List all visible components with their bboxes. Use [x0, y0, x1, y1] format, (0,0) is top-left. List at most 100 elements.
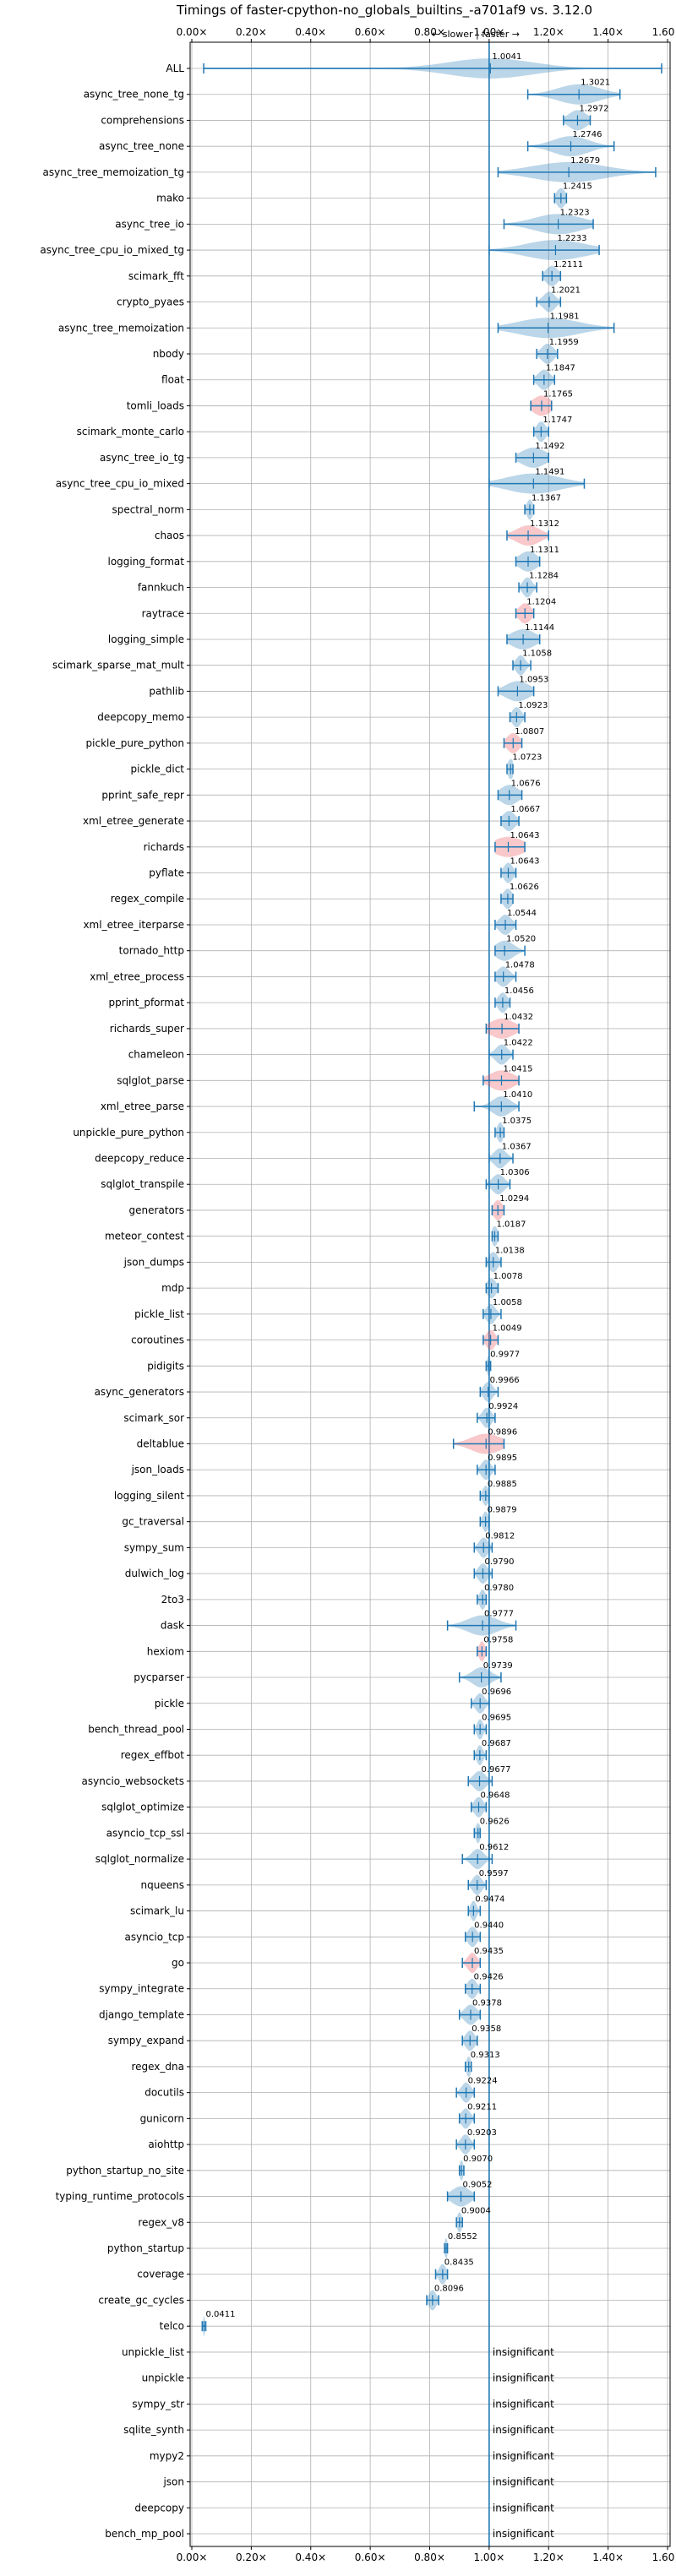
- y-tick-label: chameleon: [128, 1049, 184, 1061]
- value-label: 1.1747: [542, 416, 572, 425]
- y-tick-label: tomli_loads: [127, 399, 184, 411]
- x-tick-label-top: 0.60×: [355, 26, 386, 38]
- value-label: 0.8552: [448, 2232, 477, 2242]
- value-label: 1.0478: [505, 960, 535, 970]
- value-label: 1.0626: [510, 883, 539, 892]
- insignificant-label: insignificant: [493, 2528, 554, 2540]
- value-label: 0.9052: [463, 2181, 493, 2190]
- value-label: 0.9790: [484, 1557, 514, 1567]
- value-label: 0.9378: [472, 1998, 502, 2008]
- y-tick-label: json_dumps: [123, 1256, 184, 1268]
- y-tick-label: richards_super: [110, 1023, 184, 1035]
- y-tick-label: unpickle: [142, 2372, 184, 2384]
- value-label: 0.9879: [488, 1506, 517, 1515]
- value-label: 0.9895: [488, 1454, 517, 1463]
- y-tick-label: gunicorn: [140, 2112, 184, 2124]
- value-label: 0.9313: [471, 2051, 500, 2060]
- insignificant-label: insignificant: [493, 2502, 554, 2514]
- x-tick-label-top: 1.00×: [473, 26, 504, 38]
- y-tick-label: regex_dna: [131, 2061, 184, 2073]
- value-label: 1.1492: [535, 442, 564, 451]
- value-label: 1.0643: [510, 831, 540, 840]
- y-tick-label: nbody: [153, 348, 184, 360]
- y-tick-label: sqlglot_optimize: [101, 1802, 184, 1813]
- value-label: 1.1204: [526, 597, 556, 606]
- y-tick-label: asyncio_tcp_ssl: [106, 1827, 184, 1839]
- y-tick-label: scimark_monte_carlo: [77, 426, 184, 437]
- y-tick-label: unpickle_pure_python: [73, 1127, 184, 1139]
- y-tick-label: pprint_pformat: [109, 997, 185, 1008]
- value-label: 0.9695: [482, 1713, 511, 1722]
- y-tick-label: bench_thread_pool: [88, 1723, 184, 1735]
- y-tick-label: raytrace: [142, 607, 184, 619]
- y-tick-label: python_startup: [107, 2242, 184, 2254]
- y-tick-label: go: [172, 1957, 184, 1969]
- y-tick-label: 2to3: [161, 1594, 184, 1606]
- value-label: 1.0723: [512, 753, 542, 763]
- value-label: 1.1367: [532, 493, 561, 503]
- y-tick-label: regex_compile: [111, 893, 184, 905]
- y-tick-label: aiohttp: [148, 2139, 184, 2150]
- value-label: 1.2679: [570, 156, 600, 166]
- y-tick-label: pprint_safe_repr: [101, 789, 184, 801]
- value-label: 1.3021: [581, 79, 610, 88]
- y-tick-label: dulwich_log: [125, 1568, 184, 1579]
- value-label: 1.1981: [550, 312, 580, 321]
- x-tick-label-bottom: 1.60×: [652, 2552, 676, 2563]
- y-tick-label: ALL: [166, 62, 184, 74]
- value-label: 0.9687: [482, 1739, 511, 1748]
- value-label: 1.2972: [579, 104, 608, 113]
- chart-title: Timings of faster-cpython-no_globals_bui…: [176, 3, 592, 19]
- value-label: 1.2415: [563, 182, 592, 192]
- value-label: 1.0041: [492, 52, 521, 62]
- y-tick-label: deepcopy_reduce: [95, 1153, 184, 1165]
- y-tick-label: deepcopy: [134, 2502, 184, 2514]
- y-tick-label: coverage: [137, 2269, 184, 2280]
- value-label: 1.0953: [519, 675, 548, 684]
- y-tick-label: comprehensions: [101, 114, 184, 126]
- y-tick-label: xml_etree_parse: [101, 1101, 184, 1112]
- value-label: 0.9435: [474, 1947, 504, 1956]
- value-label: 0.9426: [474, 1973, 504, 1982]
- value-label: 1.1959: [549, 338, 579, 347]
- value-label: 1.0422: [504, 1039, 533, 1048]
- insignificant-label: insignificant: [493, 2398, 554, 2410]
- insignificant-label: insignificant: [493, 2476, 554, 2488]
- value-label: 1.1312: [530, 519, 559, 529]
- value-label: 0.9070: [463, 2155, 493, 2164]
- marks-layer: [201, 42, 662, 2546]
- y-tick-label: float: [161, 374, 184, 386]
- y-tick-label: nqueens: [141, 1879, 184, 1891]
- y-tick-label: json_loads: [131, 1464, 184, 1475]
- y-tick-label: spectral_norm: [112, 503, 184, 515]
- y-tick-label: pathlib: [149, 685, 184, 697]
- y-tick-label: mako: [156, 193, 184, 204]
- y-tick-label: unpickle_list: [122, 2346, 184, 2358]
- labels-layer: 0.00× 0.00× 0.20× 0.20× 0.40× 0.40× 0.60× 0.60×…: [40, 26, 676, 2563]
- y-tick-label: sympy_sum: [124, 1541, 184, 1553]
- value-label: 0.9358: [472, 2024, 501, 2034]
- x-tick-label-bottom: 0.60×: [355, 2552, 386, 2563]
- value-label: 1.0306: [500, 1168, 530, 1177]
- y-tick-label: async_tree_cpu_io_mixed: [56, 478, 184, 490]
- y-tick-label: xml_etree_iterparse: [83, 919, 184, 931]
- x-tick-label-bottom: 0.20×: [236, 2552, 267, 2563]
- value-label: 1.0415: [503, 1064, 532, 1073]
- value-label: 0.9758: [483, 1635, 513, 1644]
- y-tick-label: fannkuch: [138, 582, 184, 594]
- y-tick-label: scimark_fft: [128, 270, 184, 282]
- value-label: 1.0544: [507, 909, 537, 918]
- value-label: 1.2746: [572, 130, 602, 139]
- y-tick-label: sqlite_synth: [123, 2424, 184, 2436]
- y-tick-label: pidigits: [147, 1360, 184, 1372]
- value-label: 1.0049: [493, 1324, 522, 1334]
- y-tick-label: pickle_list: [134, 1308, 184, 1320]
- y-tick-label: json: [162, 2476, 184, 2488]
- value-label: 1.0456: [504, 986, 534, 996]
- value-label: 1.1058: [522, 649, 552, 659]
- value-label: 1.1491: [535, 468, 564, 477]
- value-label: 0.8096: [434, 2284, 464, 2293]
- y-tick-label: meteor_contest: [105, 1231, 184, 1242]
